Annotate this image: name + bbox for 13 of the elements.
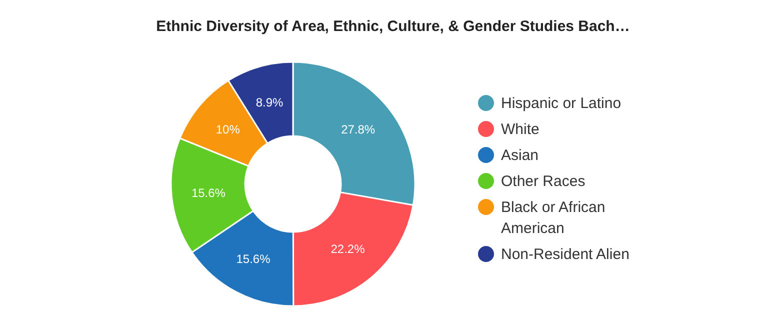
legend-label: Asian [501,146,540,166]
legend-label: White [501,120,540,140]
data-label: 15.6% [191,186,226,200]
data-label: 27.8% [341,122,376,136]
data-label: 15.6% [236,252,271,266]
data-label: 22.2% [330,242,366,256]
data-label: 10% [216,122,240,136]
legend-label: Black or African American [501,198,606,239]
legend-label: Hispanic or Latino [501,94,622,114]
legend-label: Non-Resident Alien [501,245,630,265]
data-label: 8.9% [256,95,284,110]
chart-title: Ethnic Diversity of Area, Ethnic, Culture, & Gender Studies Bach… [155,18,631,35]
legend-label: Other Races [501,172,586,192]
